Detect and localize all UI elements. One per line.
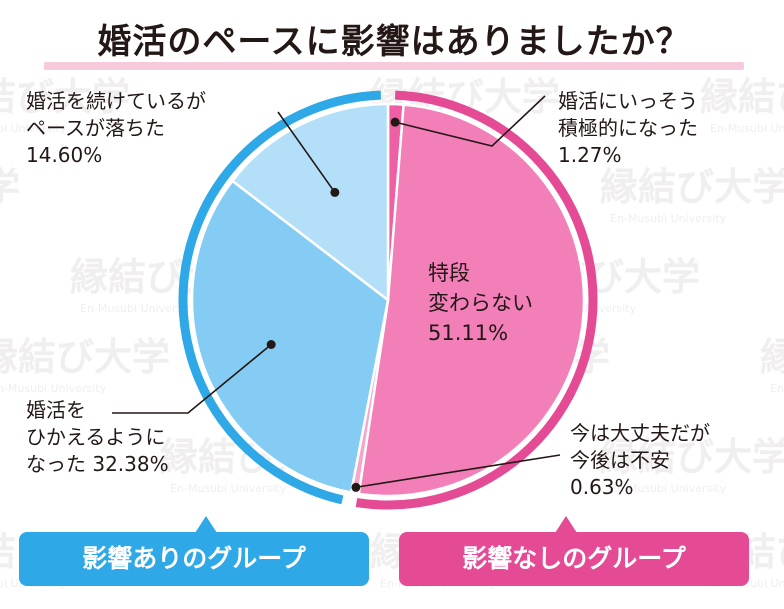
pie-slice xyxy=(190,179,390,494)
label-future-anxious-line1: 今は大丈夫だが xyxy=(570,421,710,445)
watermark-text: 縁結び大学 xyxy=(600,165,784,209)
watermark-text: 縁結び大学 xyxy=(600,435,784,479)
group-unaffected-pointer xyxy=(555,516,577,533)
watermark-subtext: En-Musubi University xyxy=(610,212,727,225)
pie-slice xyxy=(357,103,586,498)
watermark-text: 縁結び大学 xyxy=(0,335,170,379)
group-ring-affected xyxy=(178,90,381,505)
leader-line xyxy=(112,343,272,414)
label-more-active: 婚活にいっそう 積極的になった 1.27% xyxy=(558,88,698,169)
label-refrain-line2: ひかえるように xyxy=(26,425,166,449)
label-no-change: 特段 変わらない 51.11% xyxy=(428,258,533,348)
watermark-subtext: En-Musubi University xyxy=(610,482,727,495)
watermark-text: 縁結び大学 xyxy=(0,165,20,209)
pie-slice xyxy=(230,102,390,303)
watermark-text: 縁結び大学 xyxy=(0,75,130,119)
leader-dot xyxy=(390,117,400,127)
watermark-subtext: En-Musubi University xyxy=(770,382,784,395)
leader-line xyxy=(394,95,546,147)
label-future-anxious-line2: 今後は不安 xyxy=(570,448,670,472)
leader-dot xyxy=(266,340,276,350)
leader-dot xyxy=(351,482,361,492)
group-affected-pointer xyxy=(195,516,217,533)
leader-line xyxy=(355,454,561,489)
group-unaffected-banner: 影響なしのグループ xyxy=(399,532,749,586)
label-pace-slowed: 婚活を続けているが ペースが落ちた 14.60% xyxy=(26,88,206,169)
label-refrain-value: 32.38% xyxy=(92,452,169,476)
label-refrain-line1: 婚活を xyxy=(26,398,86,422)
watermark-subtext: En-Musubi University xyxy=(710,122,784,135)
label-pace-slowed-line1: 婚活を続けているが xyxy=(26,89,206,113)
label-no-change-line2: 変わらない xyxy=(428,291,533,315)
watermark-subtext: En-Musubi University xyxy=(0,122,67,135)
watermark-text: 縁結び大学 xyxy=(760,335,784,379)
watermark-text: 縁結び大学 xyxy=(700,75,784,119)
label-refrain-line3: なった xyxy=(26,452,86,476)
leader-line xyxy=(277,111,336,193)
watermark-subtext: En-Musubi University xyxy=(80,302,197,315)
page-title: 婚活のペースに影響はありましたか？ xyxy=(97,22,691,62)
label-more-active-value: 1.27% xyxy=(558,143,622,167)
group-ring-unaffected xyxy=(355,90,598,510)
label-more-active-line2: 積極的になった xyxy=(558,116,698,140)
label-refrain: 婚活を ひかえるように なった 32.38% xyxy=(26,397,169,478)
watermark-subtext: En-Musubi University xyxy=(0,382,107,395)
label-no-change-value: 51.11% xyxy=(428,321,509,345)
watermark-subtext: En-Musubi University xyxy=(170,482,287,495)
label-pace-slowed-value: 14.60% xyxy=(26,143,103,167)
title-underline xyxy=(44,62,744,70)
group-affected-banner: 影響ありのグループ xyxy=(19,532,369,586)
label-more-active-line1: 婚活にいっそう xyxy=(558,89,698,113)
label-no-change-line1: 特段 xyxy=(428,261,470,285)
label-future-anxious: 今は大丈夫だが 今後は不安 0.63% xyxy=(570,420,710,501)
label-pace-slowed-line2: ペースが落ちた xyxy=(26,116,165,140)
label-future-anxious-value: 0.63% xyxy=(570,475,634,499)
leader-dot xyxy=(330,187,340,197)
